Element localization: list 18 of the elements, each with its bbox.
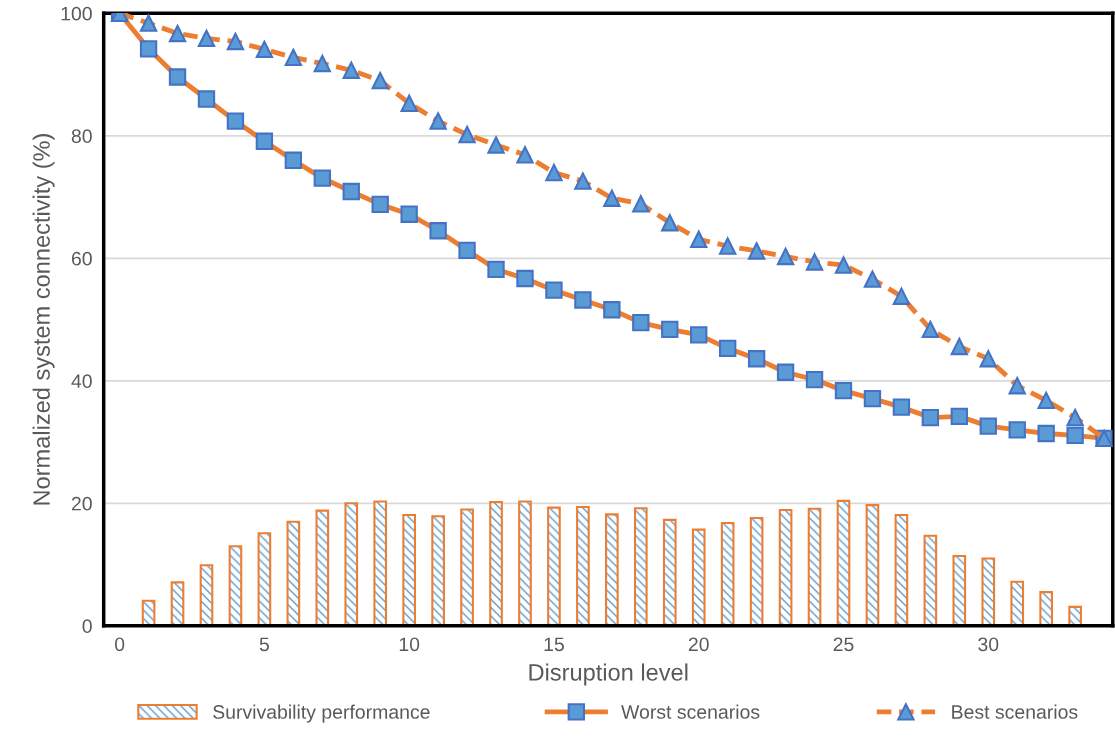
y-tick-label: 40 <box>71 374 92 389</box>
y-tick-label: 60 <box>71 251 92 266</box>
x-tick-label: 15 <box>544 637 564 652</box>
x-tick-label: 20 <box>688 637 709 652</box>
legend-label: Worst scenarios <box>621 704 760 719</box>
y-tick-label: 0 <box>82 619 92 634</box>
x-tick-label: 10 <box>399 637 420 652</box>
y-axis-title: Normalized system connectivity (%) <box>32 134 55 505</box>
y-tick-label: 100 <box>61 6 92 21</box>
x-tick-label: 5 <box>259 637 269 652</box>
x-tick-label: 0 <box>114 637 125 652</box>
x-tick-label: 30 <box>978 637 999 652</box>
x-axis-title: Disruption level <box>529 663 688 686</box>
legend-label: Best scenarios <box>952 704 1078 719</box>
x-tick-label: 25 <box>833 637 854 652</box>
y-tick-label: 20 <box>71 496 92 511</box>
legend-label: Survivability performance <box>213 704 430 723</box>
y-tick-label: 80 <box>71 129 92 144</box>
